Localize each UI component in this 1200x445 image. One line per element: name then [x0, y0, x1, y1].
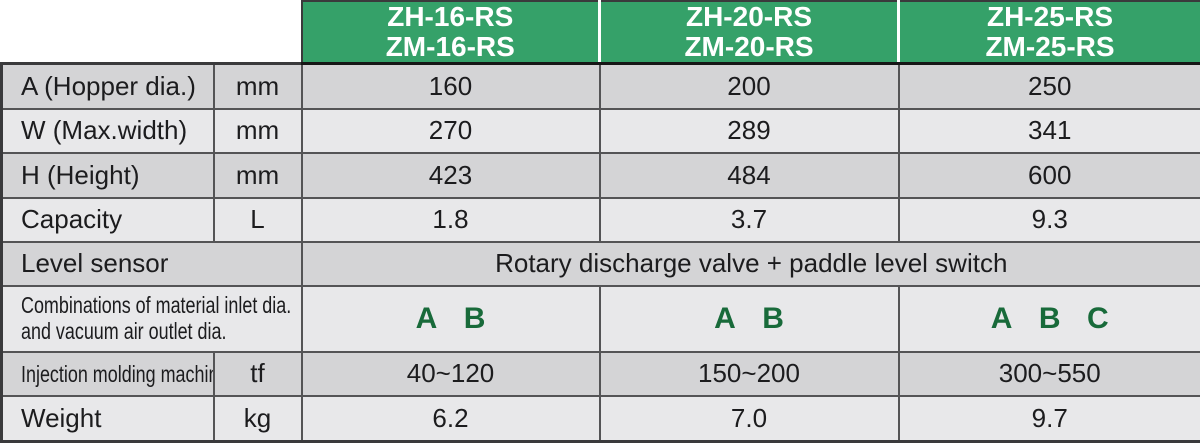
unit-cell: L [212, 196, 303, 243]
model-name: ZH-16-RS [387, 1, 514, 32]
value-cell: 40~120 [300, 350, 601, 397]
combo-letter: B [463, 301, 486, 335]
model-name: ZH-20-RS [685, 1, 812, 32]
row-label-level-sensor: Level sensor [0, 240, 303, 287]
value-cell: 160 [300, 62, 601, 110]
unit-cell: mm [212, 62, 303, 110]
value-cell: 289 [598, 107, 900, 154]
row-label-max-width: W (Max.width) [0, 107, 215, 154]
value-cell: 3.7 [598, 196, 900, 243]
combo-letter: C [1087, 301, 1109, 335]
row-injection-machine: Injection molding machine tf 40~120 150~… [0, 350, 1200, 397]
value-cell: 341 [897, 107, 1200, 154]
row-label-injection-machine: Injection molding machine [0, 350, 215, 397]
row-max-width: W (Max.width) mm 270 289 341 [0, 107, 1200, 154]
value-cell: 1.8 [300, 196, 601, 243]
row-weight: Weight kg 6.2 7.0 9.7 [0, 394, 1200, 443]
value-cell: 270 [300, 107, 601, 154]
level-sensor-value-cell: Rotary discharge valve + paddle level sw… [300, 240, 1200, 287]
row-label-combinations: Combinations of material inlet dia. and … [0, 284, 303, 353]
model-header-cell: ZH-16-RS ZM-16-RS [300, 0, 601, 65]
injection-label-line: Injection molding machine [21, 361, 214, 387]
unit-cell: kg [212, 394, 303, 443]
combo-letter: B [1038, 301, 1061, 335]
model-name: ZM-20-RS [684, 31, 814, 62]
value-cell: 423 [300, 151, 601, 199]
value-cell: 250 [897, 62, 1200, 110]
row-label-height: H (Height) [0, 151, 215, 199]
model-header-cell: ZH-20-RS ZM-20-RS [598, 0, 900, 65]
unit-cell: mm [212, 107, 303, 154]
combo-letter: A [990, 301, 1013, 335]
value-cell: 9.7 [897, 394, 1200, 443]
row-label-capacity: Capacity [0, 196, 215, 243]
combo-cell: A B [300, 284, 601, 353]
value-cell: 300~550 [897, 350, 1200, 397]
row-label-hopper-dia: A (Hopper dia.) [0, 62, 215, 110]
combinations-label-line2: and vacuum air outlet dia. [21, 317, 227, 344]
row-capacity: Capacity L 1.8 3.7 9.3 [0, 196, 1200, 243]
row-height: H (Height) mm 423 484 600 [0, 151, 1200, 199]
unit-cell: tf [212, 350, 303, 397]
model-name: ZH-25-RS [986, 1, 1113, 32]
header-blank-cell [1, 1, 302, 64]
row-level-sensor: Level sensor Rotary discharge valve + pa… [0, 240, 1200, 287]
combo-letter: A [714, 301, 736, 335]
model-name: ZM-16-RS [385, 31, 515, 62]
value-cell: 7.0 [598, 394, 900, 443]
model-header-cell: ZH-25-RS ZM-25-RS [897, 0, 1200, 65]
value-cell: 484 [598, 151, 900, 199]
row-hopper-dia: A (Hopper dia.) mm 160 200 250 [0, 62, 1200, 110]
unit-cell: mm [212, 151, 303, 199]
value-cell: 150~200 [598, 350, 900, 397]
value-cell: 600 [897, 151, 1200, 199]
combo-letter: B [762, 301, 784, 335]
model-header-row: ZH-16-RS ZM-16-RS ZH-20-RS ZM-20-RS ZH-2… [1, 0, 1200, 65]
combo-letter: A [415, 301, 438, 335]
value-cell: 9.3 [897, 196, 1200, 243]
injection-label-text: Injection molding machine [21, 361, 214, 387]
combinations-label-line1: Combinations of material inlet dia. [21, 291, 292, 318]
model-name: ZM-25-RS [985, 31, 1115, 62]
row-label-weight: Weight [0, 394, 215, 443]
value-cell: 6.2 [300, 394, 601, 443]
combo-cell: A B C [897, 284, 1200, 353]
combo-cell: A B [598, 284, 900, 353]
value-cell: 200 [598, 62, 900, 110]
combinations-label-text: Combinations of material inlet dia. and … [21, 292, 291, 344]
row-combinations: Combinations of material inlet dia. and … [0, 284, 1200, 353]
